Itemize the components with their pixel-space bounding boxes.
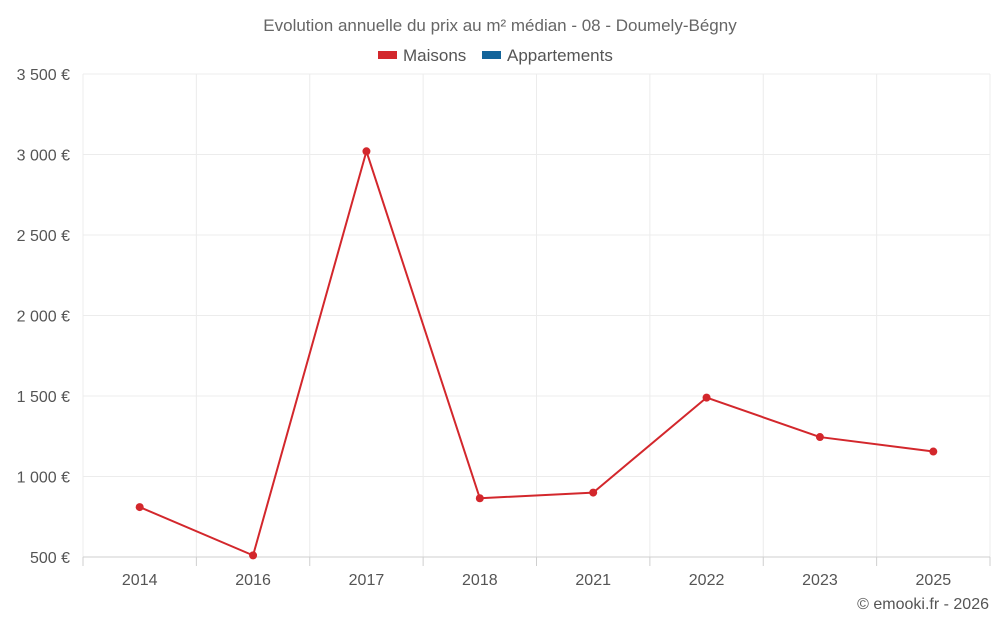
x-tick-label: 2023 bbox=[802, 572, 838, 589]
x-gridlines bbox=[82, 74, 991, 557]
data-point[interactable] bbox=[702, 393, 711, 402]
legend-label-maisons: Maisons bbox=[403, 46, 466, 65]
y-tick-label: 3 500 € bbox=[17, 67, 70, 84]
y-tick-label: 1 000 € bbox=[17, 470, 70, 487]
x-axis-ticks: 2014 2016 2017 2018 2021 2022 2023 2025 bbox=[82, 557, 991, 589]
x-tick-label: 2018 bbox=[462, 572, 498, 589]
y-tick-label: 2 500 € bbox=[17, 228, 70, 245]
series-maisons bbox=[135, 147, 938, 560]
chart-title: Evolution annuelle du prix au m² médian … bbox=[263, 16, 737, 35]
y-tick-label: 2 000 € bbox=[17, 309, 70, 326]
legend-swatch-appartements bbox=[482, 51, 501, 59]
legend: Maisons Appartements bbox=[378, 46, 613, 65]
legend-label-appartements: Appartements bbox=[507, 46, 613, 65]
legend-item-maisons[interactable]: Maisons bbox=[378, 46, 466, 65]
x-tick-label: 2016 bbox=[235, 572, 271, 589]
x-tick-label: 2014 bbox=[122, 572, 158, 589]
credit-text: © emooki.fr - 2026 bbox=[857, 596, 989, 613]
y-tick-label: 1 500 € bbox=[17, 389, 70, 406]
y-tick-label: 3 000 € bbox=[17, 148, 70, 165]
y-axis-ticks: 500 € 1 000 € 1 500 € 2 000 € 2 500 € 3 000 €… bbox=[17, 67, 70, 567]
series-line-maisons bbox=[139, 150, 934, 557]
data-point[interactable] bbox=[589, 488, 598, 497]
x-tick-label: 2021 bbox=[575, 572, 611, 589]
x-tick-label: 2022 bbox=[689, 572, 725, 589]
data-point[interactable] bbox=[815, 433, 824, 442]
legend-swatch-maisons bbox=[378, 51, 397, 59]
x-tick-label: 2017 bbox=[349, 572, 385, 589]
legend-item-appartements[interactable]: Appartements bbox=[482, 46, 613, 65]
data-point[interactable] bbox=[475, 494, 484, 503]
data-point[interactable] bbox=[929, 447, 938, 456]
data-point[interactable] bbox=[362, 147, 371, 156]
x-tick-label: 2025 bbox=[916, 572, 952, 589]
y-tick-label: 500 € bbox=[30, 550, 70, 567]
data-point[interactable] bbox=[249, 551, 258, 560]
data-point[interactable] bbox=[135, 503, 144, 512]
